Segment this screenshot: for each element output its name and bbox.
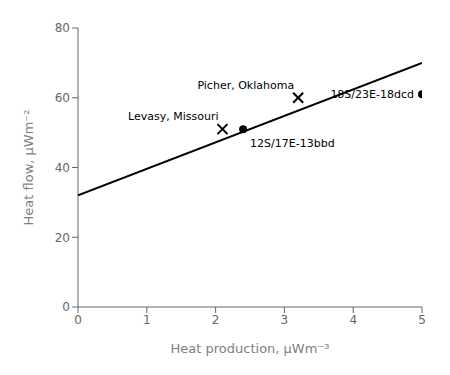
svg-text:Levasy, Missouri: Levasy, Missouri	[128, 110, 218, 123]
svg-text:1: 1	[143, 313, 151, 327]
svg-text:0: 0	[62, 300, 70, 314]
svg-text:Picher, Oklahoma: Picher, Oklahoma	[197, 79, 294, 92]
svg-text:18S/23E-18dcd: 18S/23E-18dcd	[330, 88, 414, 101]
svg-text:5: 5	[418, 313, 426, 327]
svg-text:3: 3	[281, 313, 289, 327]
svg-text:80: 80	[55, 21, 70, 35]
svg-text:2: 2	[212, 313, 220, 327]
svg-text:20: 20	[55, 231, 70, 245]
svg-text:12S/17E-13bbd: 12S/17E-13bbd	[250, 137, 335, 150]
svg-text:4: 4	[349, 313, 357, 327]
svg-text:0: 0	[74, 313, 82, 327]
svg-text:Heat production, μWm⁻³: Heat production, μWm⁻³	[171, 341, 330, 356]
svg-text:60: 60	[55, 91, 70, 105]
svg-text:40: 40	[55, 161, 70, 175]
svg-text:Heat flow, μWm⁻²: Heat flow, μWm⁻²	[21, 110, 36, 226]
